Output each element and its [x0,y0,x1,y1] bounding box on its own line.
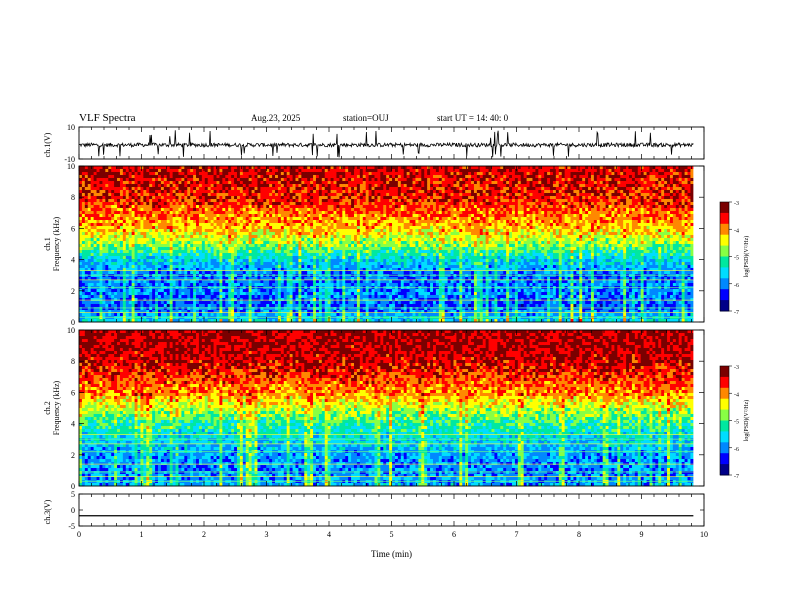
waveform-y-label: ch.1(V) [43,132,52,157]
spectrogram-frame [78,329,705,487]
frequency-tick-label: 4 [71,256,75,265]
colorbar-tick-label: -6 [734,283,739,289]
frequency-tick-label: 8 [71,357,75,366]
frequency-tick-label: 2 [71,287,75,296]
waveform-frame [78,126,705,160]
y-tick-label: 0 [71,506,75,515]
panel-ch1-spectrogram: 0 2 4 6 8 10 ch.1Frequency (kHz) -7 -6 -5 -4 -3 log(… [43,162,750,327]
time-tick-label: 0 [77,530,81,539]
panel-ch2-spectrogram: 0 2 4 6 8 10 ch.2Frequency (kHz) -7 -6 -5 -4 -3 log(… [43,326,750,491]
time-axis-label: Time (min) [371,549,412,559]
frequency-tick-label: 4 [71,420,75,429]
y-tick-label: 10 [67,123,75,132]
start-time-label: start UT = 14: 40: 0 [437,113,508,123]
waveform-trace [78,130,694,158]
time-tick-label: 2 [202,530,206,539]
time-tick-label: 10 [700,530,708,539]
spectrogram-cells [79,166,694,323]
colorbar-tick-label: -4 [734,392,739,398]
time-tick-label: 4 [327,530,331,539]
date-label: Aug.23, 2025 [251,113,300,123]
frequency-tick-label: 2 [71,451,75,460]
station-label: station=OUJ [343,113,389,123]
y-tick-label: -10 [64,155,75,164]
frequency-tick-label: 10 [67,162,75,171]
panel-ch1-waveform: 10 -10 ch.1(V) [43,123,705,164]
waveform-frame [78,493,705,527]
frequency-tick-label: 6 [71,224,75,233]
colorbar-label: log(PSD)(V²/Hz) [743,236,750,277]
frequency-tick-label: 8 [71,193,75,202]
spectrogram-y-label: ch.2Frequency (kHz) [43,380,61,435]
time-tick-label: 9 [640,530,644,539]
y-tick-label: -5 [68,522,75,531]
spectrogram-cells [79,330,694,487]
time-tick-label: 3 [265,530,269,539]
colorbar: -7 -6 -5 -4 -3 log(PSD)(V²/Hz) [719,201,750,316]
time-tick-label: 5 [390,530,394,539]
time-axis: 0 1 2 3 4 5 6 7 8 9 10 Time (min) [77,530,708,559]
colorbar-tick-label: -7 [734,310,739,316]
frequency-tick-label: 0 [71,482,75,491]
y-tick-label: 5 [71,490,75,499]
colorbar-tick-label: -3 [734,365,739,371]
colorbar-tick-label: -7 [734,474,739,480]
time-tick-label: 8 [577,530,581,539]
time-tick-label: 6 [452,530,456,539]
colorbar-label: log(PSD)(V²/Hz) [743,400,750,441]
panel-ch3-waveform: 5 0 -5 ch.3(V) [43,490,705,531]
colorbar-tick-label: -5 [734,420,739,426]
figure-title: VLF Spectra [79,112,136,124]
colorbar-tick-label: -6 [734,447,739,453]
frequency-tick-label: 10 [67,326,75,335]
frequency-tick-label: 6 [71,388,75,397]
colorbar-tick-label: -4 [734,228,739,234]
spectrogram-y-label: ch.1Frequency (kHz) [43,216,61,271]
colorbar-tick-label: -3 [734,201,739,207]
waveform-y-label: ch.3(V) [43,499,52,524]
time-tick-label: 7 [515,530,519,539]
time-tick-label: 1 [140,530,144,539]
colorbar: -7 -6 -5 -4 -3 log(PSD)(V²/Hz) [719,365,750,480]
spectrogram-frame [78,165,705,323]
frequency-tick-label: 0 [71,318,75,327]
colorbar-tick-label: -5 [734,256,739,262]
